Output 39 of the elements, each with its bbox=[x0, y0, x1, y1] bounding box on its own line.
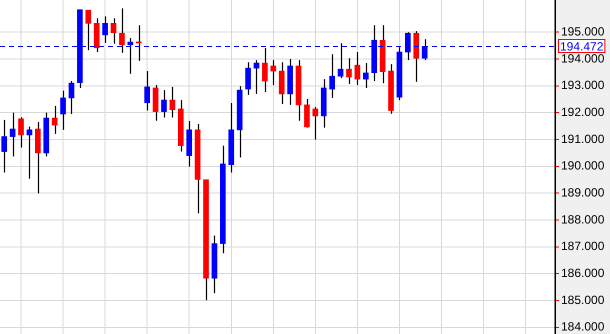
candlestick bbox=[312, 106, 318, 140]
candlestick bbox=[245, 62, 251, 96]
candlestick bbox=[161, 90, 167, 118]
candlestick bbox=[1, 119, 8, 174]
candlestick bbox=[262, 47, 268, 93]
candlestick bbox=[346, 58, 352, 85]
candlestick bbox=[270, 59, 276, 86]
y-tick-label: 184.000 bbox=[561, 320, 605, 334]
candlestick bbox=[362, 62, 369, 89]
candlestick bbox=[68, 80, 74, 115]
candlestick bbox=[254, 59, 260, 94]
y-tick-label: 191.000 bbox=[561, 132, 605, 146]
y-tick-label: 194.000 bbox=[561, 51, 605, 66]
y-tick-label: 189.000 bbox=[561, 185, 605, 200]
y-tick-label: 188.000 bbox=[561, 212, 605, 226]
y-tick-label: 195.000 bbox=[561, 24, 605, 39]
y-tick-label: 185.000 bbox=[561, 292, 605, 307]
candlestick bbox=[119, 8, 125, 54]
candlestick bbox=[278, 62, 285, 105]
candlestick bbox=[18, 116, 24, 148]
candlestick bbox=[10, 112, 16, 158]
y-tick-label: 190.000 bbox=[561, 158, 605, 173]
candlestick bbox=[26, 126, 32, 180]
candlestick bbox=[304, 98, 310, 128]
candlestick bbox=[170, 86, 176, 118]
candlestick bbox=[354, 51, 360, 86]
candlestick bbox=[144, 70, 150, 112]
candlestick bbox=[52, 105, 58, 134]
y-tick-label: 186.000 bbox=[561, 266, 605, 280]
candlestick bbox=[136, 24, 142, 62]
candlestick bbox=[110, 18, 116, 44]
candlestick bbox=[60, 90, 66, 130]
y-tick-label: 192.000 bbox=[561, 104, 605, 119]
candlestick bbox=[85, 10, 92, 51]
ref-line-label: 194.472 bbox=[560, 40, 604, 54]
y-tick-label: 193.000 bbox=[561, 78, 605, 92]
candlestick bbox=[102, 16, 108, 44]
y-tick-label: 187.000 bbox=[561, 239, 605, 254]
candlestick bbox=[329, 54, 335, 99]
